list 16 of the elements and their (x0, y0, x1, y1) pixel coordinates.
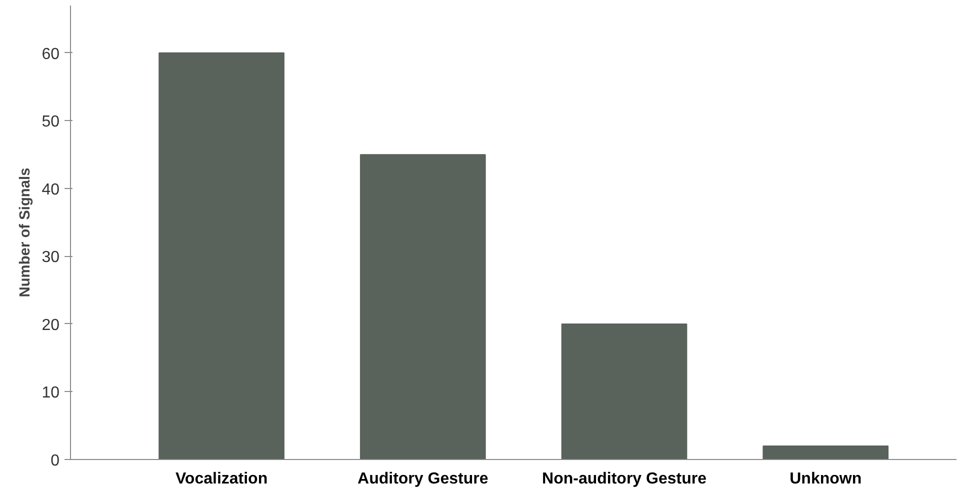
y-tick-label: 20 (42, 316, 60, 334)
y-tick-label: 40 (42, 181, 60, 198)
x-tick-label: Auditory Gesture (358, 470, 488, 488)
y-tick-label: 50 (42, 114, 60, 131)
bar (158, 52, 284, 460)
y-tick-label: 10 (42, 384, 60, 402)
x-tick-label: Non-auditory Gesture (542, 470, 707, 488)
y-tick-label: 60 (42, 46, 60, 63)
bar (762, 445, 889, 460)
bar (360, 154, 486, 460)
y-axis-title: Number of Signals (18, 168, 34, 298)
bar (561, 323, 688, 460)
y-tick-label: 30 (42, 249, 60, 266)
y-tick-label: 0 (50, 452, 60, 470)
x-tick-label: Unknown (790, 470, 862, 488)
x-tick-label: Vocalization (175, 470, 268, 488)
